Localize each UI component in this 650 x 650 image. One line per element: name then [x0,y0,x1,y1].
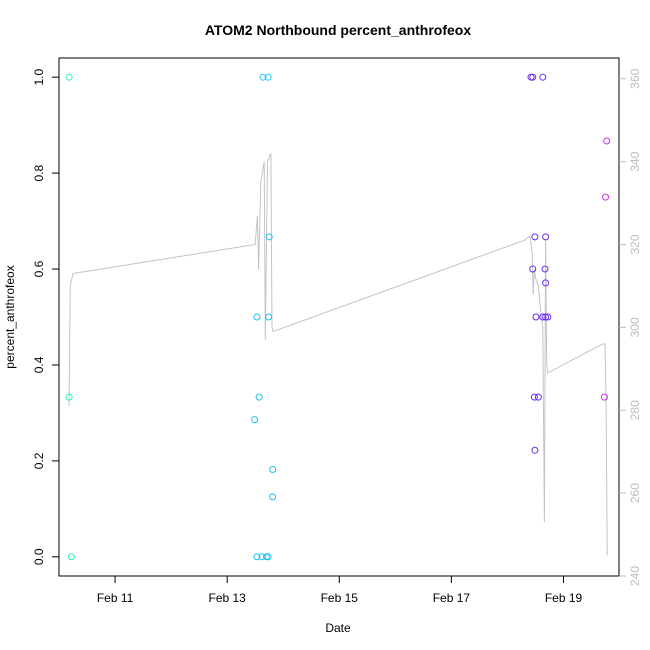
x-tick-label: Feb 11 [97,591,134,605]
y-tick-label: 0.6 [32,260,46,277]
y-axis-left: 0.0 0.2 0.4 0.6 0.8 1.0 [32,69,59,565]
y-tick-label: 0.4 [32,356,46,373]
data-point [600,393,608,401]
secondary-series-line [68,153,608,556]
data-point [251,416,259,424]
data-point [265,313,273,321]
data-point [541,265,549,273]
data-point [542,233,550,241]
data-point [534,393,542,401]
y2-tick-label: 260 [628,483,642,503]
data-point [253,313,261,321]
data-point [529,73,537,81]
data-point [253,553,261,561]
y2-tick-label: 300 [628,317,642,337]
x-axis-label: Date [325,621,351,635]
y2-tick-label: 280 [628,400,642,420]
x-tick-label: Feb 13 [208,591,246,605]
data-point [65,393,73,401]
data-point [265,233,273,241]
data-point [542,313,550,321]
data-point [531,233,539,241]
x-tick-label: Feb 17 [433,591,471,605]
x-tick-label: Feb 15 [321,591,359,605]
data-point [544,313,552,321]
y2-tick-label: 360 [628,68,642,88]
scatter-points [65,73,611,561]
y2-tick-label: 240 [628,566,642,586]
data-point [65,73,73,81]
x-axis: Feb 11 Feb 13 Feb 15 Feb 17 Feb 19 [97,576,583,605]
y2-tick-label: 340 [628,151,642,171]
data-point [531,446,539,454]
data-point [255,393,263,401]
x-tick-label: Feb 19 [545,591,583,605]
secondary-line-layer [68,153,608,556]
data-point [539,313,547,321]
y-axis-right: 240 260 280 300 320 340 360 [619,68,642,586]
data-point [529,265,537,273]
data-point [532,313,540,321]
data-point [269,493,277,501]
y-tick-label: 0.2 [32,452,46,469]
y-tick-label: 0.8 [32,164,46,181]
y2-tick-label: 320 [628,234,642,254]
data-point [264,73,272,81]
data-point [603,137,611,145]
data-point [542,279,550,287]
data-point [530,393,538,401]
chart-title: ATOM2 Northbound percent_anthrofeox [205,22,471,38]
plot-area [58,57,620,577]
plot-frame [58,57,620,577]
y-tick-label: 1.0 [32,69,46,86]
data-point [264,553,272,561]
data-point [269,466,277,473]
y-axis-label: percent_anthrofeox [3,265,17,368]
y-tick-label: 0.0 [32,548,46,565]
data-point [259,73,267,81]
data-point [67,553,75,561]
data-point [602,193,609,201]
data-point [539,73,547,81]
